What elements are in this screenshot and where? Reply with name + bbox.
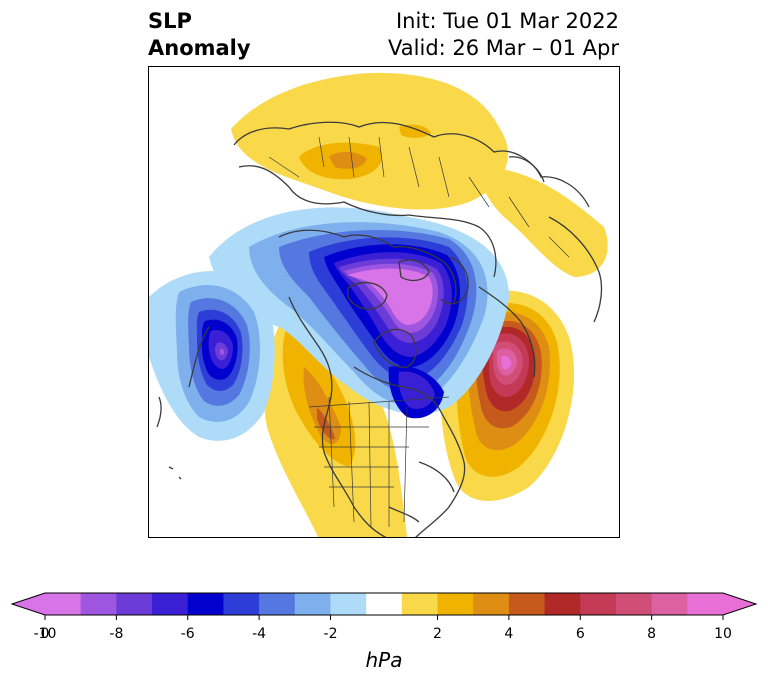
colorbar-tick-label: 6 [575, 626, 585, 642]
colorbar-cells [45, 593, 724, 615]
map-title: SLP Anomaly [148, 8, 251, 62]
colorbar-cell [259, 593, 296, 615]
colorbar-cell [116, 593, 153, 615]
colorbar-tick-label: -4 [252, 626, 267, 642]
colorbar-cell [366, 593, 403, 615]
valid-range: Valid: 26 Mar – 01 Apr [388, 36, 619, 60]
negative-anomaly-arctic [209, 207, 509, 419]
colorbar-under-arrow [12, 593, 45, 615]
colorbar-cell [508, 593, 546, 615]
colorbar-tick-label: 0 [40, 626, 50, 642]
init-date: Init: Tue 01 Mar 2022 [395, 9, 619, 33]
colorbar [10, 592, 758, 620]
colorbar-over-arrow [723, 593, 756, 615]
colorbar-tick-label: -8 [109, 626, 124, 642]
colorbar-tick-label: -10 [33, 626, 57, 642]
title-variable: SLP [148, 9, 192, 33]
colorbar-cell [223, 593, 260, 615]
colorbar-tick-label: 8 [647, 626, 657, 642]
colorbar-cell [80, 593, 117, 615]
title-field: Anomaly [148, 36, 251, 60]
colorbar-cell [651, 593, 688, 615]
colorbar-cell [152, 593, 189, 615]
colorbar-units: hPa [365, 648, 403, 672]
anomaly-map [149, 72, 608, 537]
colorbar-cell [401, 593, 439, 615]
colorbar-cell [687, 593, 724, 615]
colorbar-cell [45, 593, 82, 615]
positive-anomaly-west-na [264, 307, 407, 537]
map-dates: Init: Tue 01 Mar 2022 Valid: 26 Mar – 01… [388, 8, 619, 62]
colorbar-tick-label: 2 [433, 626, 442, 642]
colorbar-cell [473, 593, 510, 615]
colorbar-cell [580, 593, 617, 615]
colorbar-tick-label: -2 [323, 626, 338, 642]
colorbar-cell [330, 593, 367, 615]
colorbar-cell [187, 593, 225, 615]
colorbar-cell [544, 593, 581, 615]
positive-anomaly-eurasia [231, 72, 608, 277]
colorbar-cell [294, 593, 332, 615]
colorbar-cell [615, 593, 653, 615]
colorbar-cell [437, 593, 474, 615]
coastlines [156, 121, 603, 537]
negative-anomaly-pacific [149, 270, 275, 441]
colorbar-tick-label: 10 [714, 626, 732, 642]
colorbar-tick-label: 4 [504, 626, 514, 642]
country-borders [268, 136, 570, 528]
map-panel [148, 66, 620, 538]
colorbar-ticks [44, 615, 724, 620]
colorbar-tick-label: -6 [180, 626, 195, 642]
